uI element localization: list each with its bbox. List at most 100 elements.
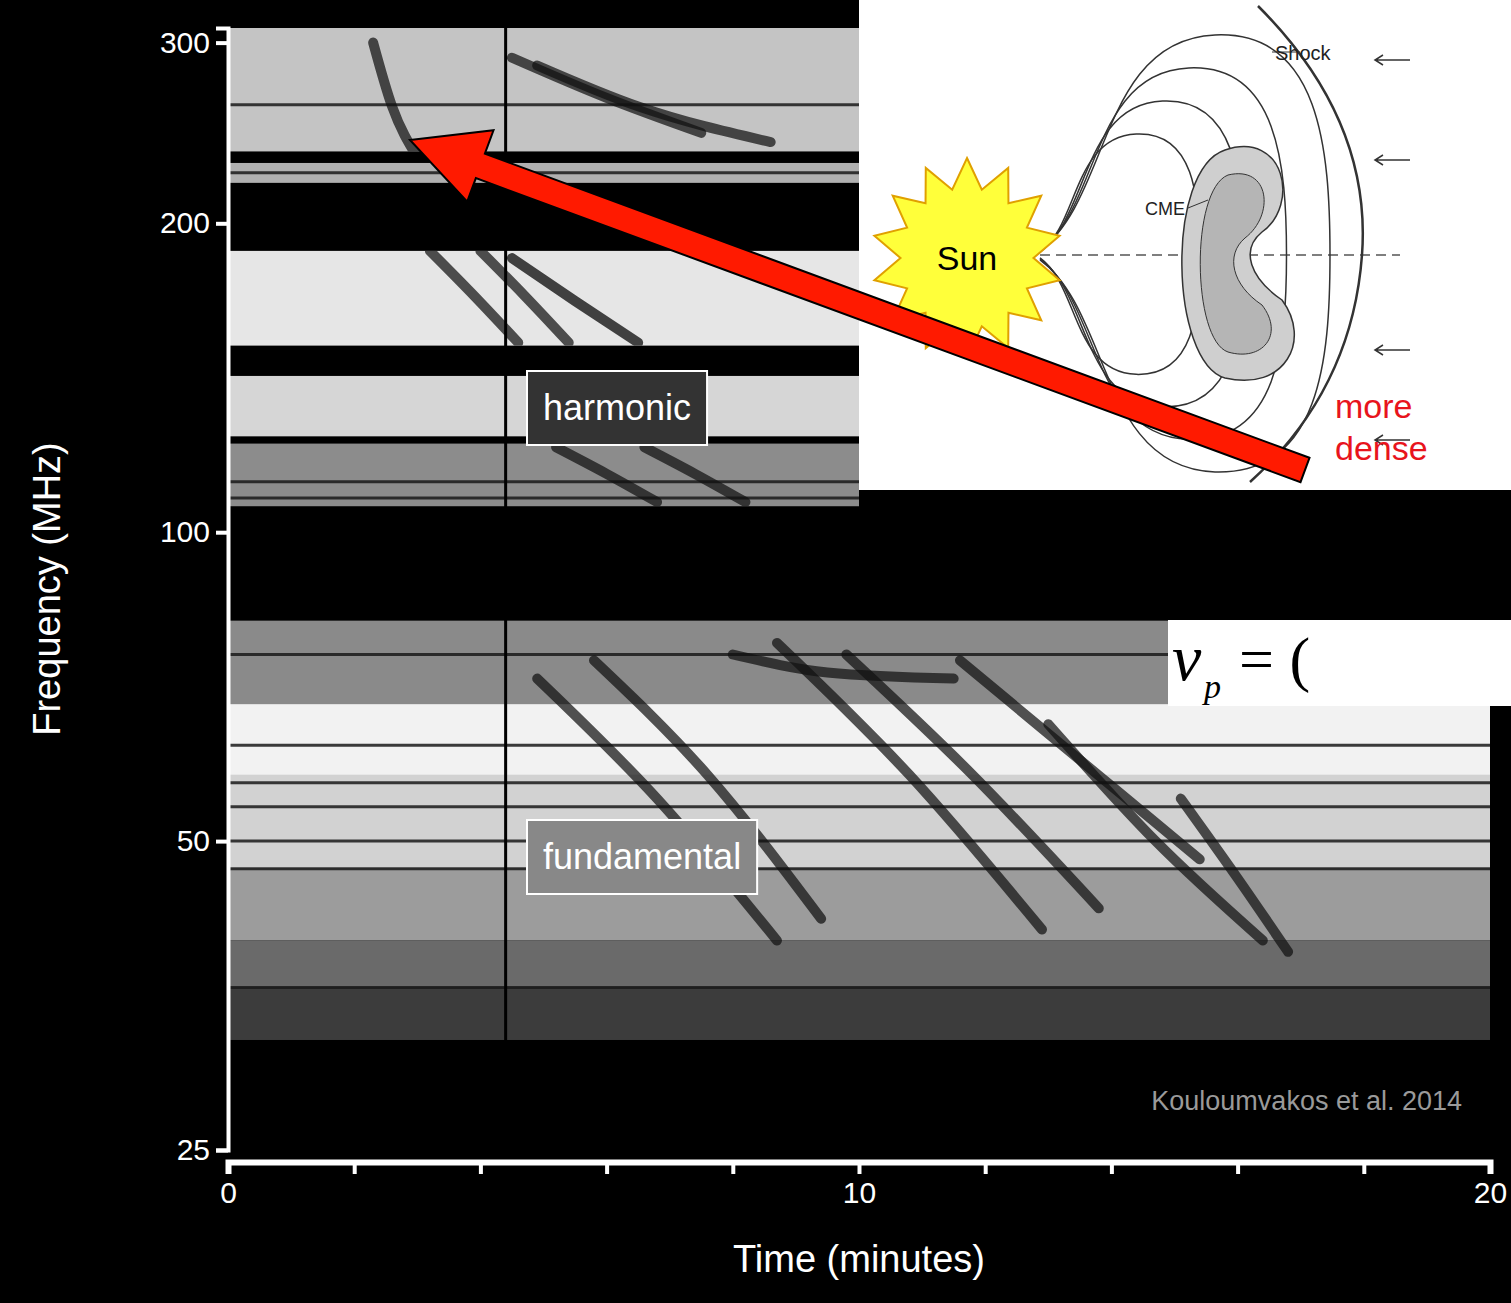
x-minor-tick — [985, 1162, 986, 1174]
y-tick-label: 100 — [160, 515, 210, 548]
field-line — [1040, 134, 1200, 374]
observation-band — [228, 704, 1490, 775]
x-minor-tick — [1111, 1162, 1112, 1174]
interference-line — [228, 171, 1490, 174]
y-tick-label: 300 — [160, 26, 210, 59]
y-tick: 200 — [160, 206, 228, 239]
cme-core — [1200, 174, 1271, 354]
interference-line — [228, 496, 1490, 499]
interference-line — [228, 805, 1490, 808]
x-tick: 0 — [220, 1162, 237, 1209]
x-tick-label: 0 — [220, 1176, 237, 1209]
equation-rest: = ( — [1239, 625, 1310, 694]
inflow-arrow — [1375, 55, 1410, 65]
emission-area — [228, 43, 1490, 988]
interference-line — [228, 781, 1490, 784]
annotation: harmonic — [527, 371, 707, 445]
x-tick-mark — [858, 1162, 862, 1174]
y-tick-mark — [216, 41, 228, 45]
interference-line — [228, 744, 1490, 747]
cme-body — [1182, 147, 1294, 381]
sun-label: Sun — [937, 239, 998, 277]
x-minor-tick — [1238, 1162, 1239, 1174]
x-tick-mark — [227, 1162, 231, 1174]
observation-band — [228, 775, 1490, 869]
x-minor-tick-mark — [479, 1162, 483, 1174]
y-axis: 25 50 100 200 300 — [160, 26, 229, 1166]
x-minor-tick — [733, 1162, 734, 1174]
x-minor-tick — [607, 1162, 608, 1174]
annotation-box — [527, 371, 707, 445]
x-tick: 20 — [1474, 1162, 1507, 1209]
y-tick: 50 — [177, 824, 228, 857]
annotation: fundamental — [527, 820, 757, 894]
plot-area — [228, 28, 1490, 1150]
equation-subscript: p — [1202, 668, 1221, 705]
x-axis: 0 10 20 — [220, 1162, 1507, 1209]
field-line — [1040, 35, 1330, 472]
observation-band — [228, 941, 1490, 988]
drift-lane — [537, 65, 770, 142]
y-tick: 25 — [177, 1133, 228, 1166]
y-tick-mark — [216, 222, 228, 226]
x-minor-tick-mark — [1236, 1162, 1240, 1174]
interference-line — [228, 103, 1490, 106]
x-axis-line — [229, 1163, 1491, 1175]
y-axis-line — [216, 29, 229, 1151]
cme-leader — [1188, 200, 1208, 208]
density-label: moredense — [1335, 387, 1428, 467]
drift-lane — [1181, 799, 1288, 952]
observation-band — [228, 28, 859, 151]
time-marker — [504, 28, 507, 1150]
interference-line — [228, 986, 1490, 989]
y-tick-label: 50 — [177, 824, 210, 857]
x-minor-tick-mark — [353, 1162, 357, 1174]
x-minor-tick-mark — [731, 1162, 735, 1174]
drift-lane — [1048, 724, 1263, 940]
equation: νp = ( — [1172, 621, 1310, 705]
drift-lane — [644, 447, 745, 502]
x-minor-tick — [1364, 1162, 1365, 1174]
chart: 25 50 100 200 300 0 10 20 Frequency (MHz) Time (m… — [0, 0, 1511, 1303]
annotation-label: harmonic — [543, 387, 691, 428]
x-minor-tick-mark — [1110, 1162, 1114, 1174]
x-minor-tick-mark — [984, 1162, 988, 1174]
x-minor-axis — [355, 1162, 1365, 1174]
inflow-arrow — [1375, 155, 1410, 165]
observation-band — [228, 869, 1490, 941]
equation-symbol: ν — [1172, 621, 1202, 694]
x-minor-tick — [354, 1162, 355, 1174]
drift-lane — [777, 643, 1042, 930]
inflow-arrow — [1375, 345, 1410, 355]
credit: Kouloumvakos et al. 2014 — [1151, 1086, 1462, 1116]
drift-lane — [512, 258, 638, 343]
drift-lane — [556, 447, 657, 502]
y-tick-label: 25 — [177, 1133, 210, 1166]
x-tick: 10 — [843, 1162, 876, 1209]
x-minor-tick-mark — [1362, 1162, 1366, 1174]
y-tick-mark — [216, 840, 228, 844]
observation-band — [228, 987, 1490, 1039]
x-minor-tick — [480, 1162, 481, 1174]
x-minor-tick-mark — [605, 1162, 609, 1174]
equation-box — [1168, 620, 1511, 706]
shock-label: Shock — [1275, 42, 1332, 64]
y-tick-label: 200 — [160, 206, 210, 239]
annotation-label: fundamental — [543, 836, 741, 877]
drift-lane — [733, 655, 954, 679]
background — [0, 0, 1511, 1303]
interference-line — [228, 867, 1490, 870]
drift-lane — [846, 655, 1098, 909]
y-tick: 300 — [160, 26, 228, 59]
x-tick-label: 20 — [1474, 1176, 1507, 1209]
y-tick: 100 — [160, 515, 228, 548]
y-tick-mark — [216, 1149, 228, 1153]
annotation-box — [527, 820, 757, 894]
x-tick-label: 10 — [843, 1176, 876, 1209]
observation-band — [228, 621, 1307, 704]
cme-label: CME — [1145, 199, 1185, 219]
x-tick-mark — [1489, 1162, 1493, 1174]
x-axis-title: Time (minutes) — [733, 1238, 985, 1280]
y-axis-title: Frequency (MHz) — [26, 442, 68, 736]
interference-line — [228, 840, 1490, 843]
